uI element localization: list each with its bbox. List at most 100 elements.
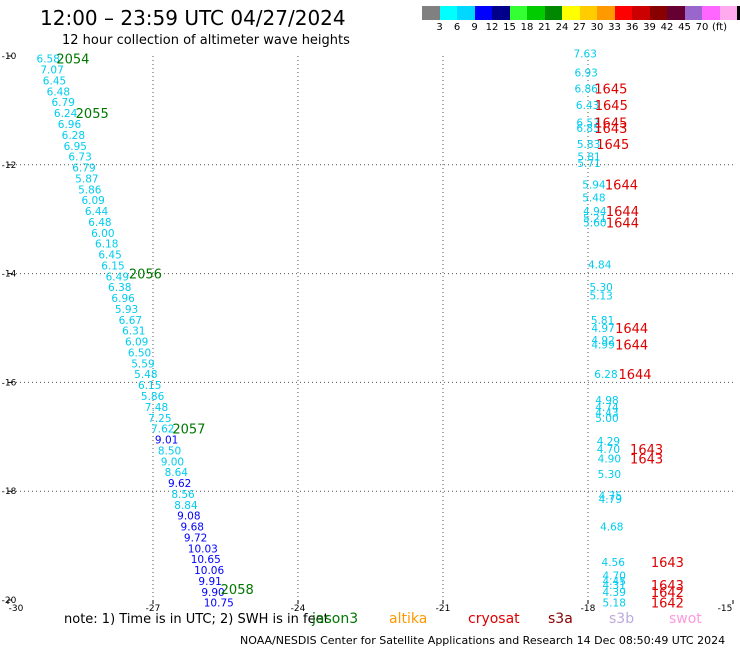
page-title: 12:00 – 23:59 UTC 04/27/2024 (40, 6, 346, 30)
wave-height-label: 4.70 (597, 444, 620, 456)
wave-height-label: 10.03 (188, 543, 218, 555)
satellite-legend-altika: altika (389, 611, 428, 627)
colorbar-swatch (737, 6, 740, 20)
wave-height-label: 5.30 (598, 469, 621, 481)
wave-height-label: 7.07 (40, 65, 63, 77)
pass-time-label: 1645 (594, 83, 627, 98)
colorbar-swatch (562, 6, 580, 20)
page-subtitle: 12 hour collection of altimeter wave hei… (62, 33, 350, 48)
colorbar-label: 36 (625, 22, 639, 33)
colorbar-label: 24 (555, 22, 569, 33)
wave-height-label: 9.00 (161, 456, 184, 468)
colorbar-swatch (719, 6, 737, 20)
colorbar-label: 39 (643, 22, 656, 33)
wave-height-label: 5.59 (131, 358, 154, 370)
wave-height-label: 4.92 (591, 335, 614, 347)
wave-height-label: 6.15 (101, 260, 124, 272)
wave-height-label: 5.30 (589, 282, 612, 294)
wave-height-label: 6.18 (95, 239, 118, 251)
wave-height-label: 5.71 (577, 158, 600, 170)
wave-height-label: 9.90 (201, 587, 224, 599)
pass-time-label: 1645 (594, 116, 627, 131)
satellite-legend-jason3: jason3 (312, 611, 359, 627)
wave-height-label: 6.67 (119, 315, 142, 327)
wave-height-label: 6.43 (576, 100, 599, 112)
colorbar-swatch (649, 6, 667, 20)
colorbar-swatch (614, 6, 632, 20)
wave-height-label: 6.45 (98, 250, 121, 262)
colorbar-swatch (632, 6, 650, 20)
y-tick-label: -20 (2, 596, 17, 606)
wave-height-label: 5.81 (577, 152, 600, 164)
colorbar-swatch (474, 6, 492, 20)
pass-time-label: 2057 (172, 423, 205, 438)
colorbar-label: 27 (573, 22, 586, 33)
colorbar-label: 12 (485, 22, 499, 33)
pass-time-label: 1644 (606, 205, 639, 220)
wave-height-label: 6.49 (106, 271, 129, 283)
wave-height-label: 4.29 (597, 436, 620, 448)
wave-height-label: 5.13 (589, 290, 612, 302)
colorbar-label: 21 (538, 22, 551, 33)
wave-height-label: 10.65 (191, 554, 221, 566)
wave-height-label: 6.44 (85, 206, 109, 218)
wave-height-label: 8.50 (158, 445, 181, 457)
pass-time-label: 1645 (596, 138, 629, 153)
pass-time-label: 1644 (606, 216, 639, 231)
wave-height-label: 4.94 (583, 206, 607, 218)
colorbar-swatch (702, 6, 720, 20)
pass-time-label: 1644 (605, 178, 638, 193)
wave-height-label: 7.48 (145, 402, 168, 414)
wave-height-label: 4.74 (595, 402, 619, 414)
wave-height-label: 6.85 (576, 123, 599, 135)
wave-height-label: 4.70 (603, 571, 626, 583)
wave-height-label: 6.73 (68, 152, 91, 164)
note-text: note: 1) Time is in UTC; 2) SWH is in fe… (64, 612, 329, 627)
wave-height-label: 5.93 (115, 304, 138, 316)
wave-height-label: 8.64 (165, 467, 189, 479)
wave-height-label: 7.25 (148, 413, 171, 425)
wave-height-label: 8.56 (171, 489, 195, 501)
wave-height-label: 5.18 (603, 598, 626, 610)
wave-height-label: 5.21 (583, 213, 606, 225)
wave-height-label: 9.62 (168, 478, 191, 490)
wave-height-label: 6.58 (37, 54, 60, 66)
wave-height-label: 4.79 (599, 494, 622, 506)
wave-height-label: 6.09 (125, 337, 148, 349)
pass-time-label: 1643 (630, 443, 663, 458)
plot-marks: 6.587.076.456.486.796.246.966.286.956.73… (37, 48, 684, 611)
satellite-legend-cryosat: cryosat (468, 611, 520, 627)
wave-height-label: 5.87 (75, 173, 98, 185)
pass-time-label: 1642 (651, 586, 684, 601)
wave-height-label: 4.56 (602, 557, 626, 569)
pass-time-label: 2056 (129, 268, 162, 283)
colorbar-label: 33 (608, 22, 621, 33)
satellite-legend-swot: swot (669, 611, 702, 627)
colorbar-swatch (667, 6, 685, 20)
wave-height-label: 9.01 (155, 435, 178, 447)
colorbar-swatch (492, 6, 510, 20)
x-tick-label: -21 (436, 604, 451, 614)
wave-height-label: 6.09 (81, 195, 104, 207)
wave-height-label: 6.38 (108, 282, 131, 294)
wave-height-label: 9.72 (184, 532, 207, 544)
pass-time-label: 1643 (594, 122, 627, 137)
wave-height-label: 5.94 (582, 179, 606, 191)
wave-height-label: 6.28 (594, 369, 617, 381)
wave-height-label: 10.06 (194, 565, 224, 577)
wave-height-label: 4.84 (588, 259, 612, 271)
y-tick-label: -16 (2, 378, 17, 388)
y-tick-label: -14 (2, 270, 17, 280)
wave-height-label: 6.93 (574, 67, 597, 79)
colorbar-swatch (527, 6, 545, 20)
y-tick-label: -10 (2, 52, 17, 62)
wave-height-label: 5.48 (582, 192, 605, 204)
wave-height-label: 4.97 (591, 323, 614, 335)
wave-height-label: 6.96 (111, 293, 135, 305)
pass-time-label: 1644 (618, 368, 651, 383)
wave-height-label: 6.96 (58, 119, 82, 131)
wave-height-label: 6.48 (47, 86, 70, 98)
x-tick-label: -30 (9, 604, 24, 614)
plot-axes: -30 -27 -24 -21 -18 -15 -10 -12 -14 -16 -18 -20 (2, 52, 734, 614)
wave-height-label: 6.48 (88, 217, 111, 229)
